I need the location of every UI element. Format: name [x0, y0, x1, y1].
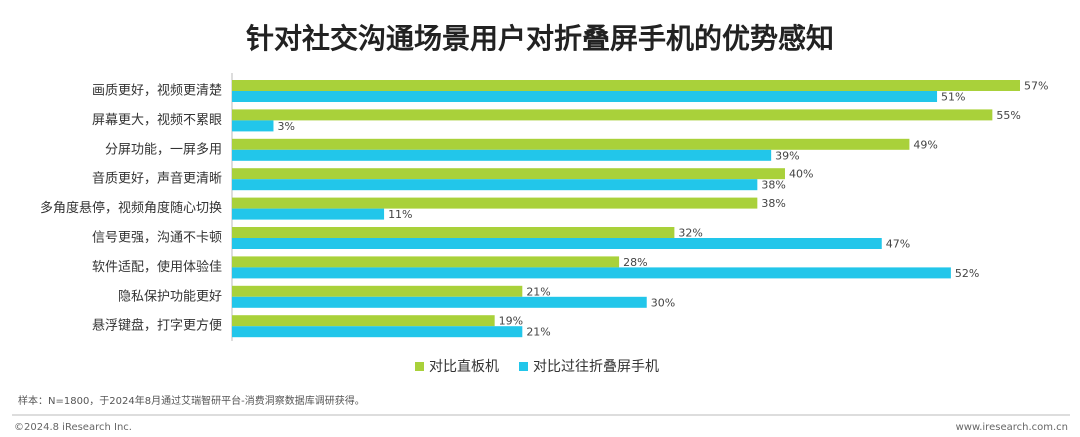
y-tick-label: 信号更强，沟通不卡顿 [92, 231, 222, 246]
chart-title: 针对社交沟通场景用户对折叠屏手机的优势感知 [246, 22, 834, 55]
y-tick-label: 悬浮键盘，打字更方便 [92, 318, 222, 334]
legend-label: 对比过往折叠屏手机 [533, 359, 659, 375]
value-label: 49% [913, 138, 937, 151]
bar [232, 91, 938, 102]
bar [232, 149, 772, 161]
bar [232, 326, 523, 338]
value-label: 11% [388, 208, 412, 221]
value-label: 52% [955, 267, 979, 280]
value-label: 32% [678, 227, 702, 240]
y-tick-label: 画质更好，视频更清楚 [92, 84, 222, 99]
y-tick-label: 音质更好，声音更清晰 [92, 171, 222, 187]
value-label: 57% [1024, 80, 1048, 93]
legend-swatch [519, 362, 528, 371]
value-label: 19% [499, 315, 523, 328]
value-label: 40% [789, 168, 813, 181]
legend-swatch [415, 362, 424, 371]
value-label: 51% [941, 91, 965, 104]
bar [232, 168, 785, 180]
website: www.iresearch.com.cn [956, 422, 1068, 433]
value-label: 47% [886, 238, 910, 251]
y-tick-label: 分屏功能，一屏多用 [105, 141, 222, 157]
bar [232, 267, 951, 279]
value-label: 3% [277, 120, 294, 133]
bar [232, 285, 523, 297]
value-label: 38% [761, 179, 785, 192]
bar [232, 315, 495, 327]
bar [232, 256, 620, 268]
value-label: 28% [623, 256, 647, 269]
legend-label: 对比直板机 [429, 358, 499, 375]
y-tick-label: 多角度悬停，视频角度随心切换 [40, 200, 222, 216]
bar [232, 238, 882, 249]
y-tick-label: 隐私保护功能更好 [118, 289, 222, 304]
value-label: 21% [526, 285, 550, 298]
bar [232, 227, 675, 238]
bar [232, 179, 758, 191]
bar [232, 138, 910, 150]
value-label: 55% [996, 109, 1020, 122]
bar [232, 109, 993, 121]
y-tick-label: 软件适配，使用体验佳 [92, 259, 222, 275]
value-label: 30% [651, 296, 675, 309]
value-label: 39% [775, 149, 799, 162]
copyright: ©2024.8 iResearch Inc. [14, 422, 132, 433]
bar [232, 296, 647, 308]
bar [232, 120, 274, 132]
note: 样本：N=1800，于2024年8月通过艾瑞智研平台-消费洞察数据库调研获得。 [18, 394, 365, 407]
value-label: 21% [526, 326, 550, 339]
bar [232, 80, 1020, 91]
y-tick-label: 屏幕更大，视频不累眼 [92, 113, 222, 128]
value-label: 38% [761, 197, 785, 210]
bar [232, 197, 758, 209]
bar [232, 208, 385, 220]
